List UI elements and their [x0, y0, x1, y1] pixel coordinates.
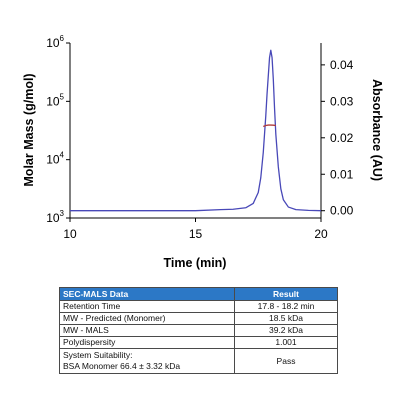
suitability-value: Pass	[234, 348, 338, 374]
left-axis-title: Molar Mass (g/mol)	[22, 73, 36, 186]
table-row: Polydispersity 1.001	[59, 336, 338, 349]
header-sec-mals-data: SEC-MALS Data	[59, 287, 235, 301]
left-tick-label: 106	[46, 34, 64, 50]
right-axis-title: Absorbance (AU)	[370, 79, 384, 181]
row-value: 39.2 kDa	[234, 324, 338, 337]
table-row: MW - MALS 39.2 kDa	[59, 324, 338, 337]
right-tick-label: 0.02	[330, 131, 354, 145]
suitability-label: System Suitability: BSA Monomer 66.4 ± 3…	[59, 348, 235, 374]
left-tick-label: 104	[46, 151, 64, 167]
right-axis-ticks: 0.00 0.01 0.02 0.03 0.04	[321, 58, 354, 218]
right-tick-label: 0.03	[330, 94, 354, 108]
sec-mals-data-table: SEC-MALS Data Result Retention Time 17.8…	[59, 287, 338, 374]
right-tick-label: 0.04	[330, 58, 354, 72]
table-row: MW - Predicted (Monomer) 18.5 kDa	[59, 312, 338, 325]
row-label: Retention Time	[59, 300, 235, 313]
row-value: 1.001	[234, 336, 338, 349]
series-layer	[70, 49, 322, 212]
row-label: MW - Predicted (Monomer)	[59, 312, 235, 325]
row-label: MW - MALS	[59, 324, 235, 337]
absorbance-series-line	[70, 49, 322, 212]
row-value: 18.5 kDa	[234, 312, 338, 325]
left-axis-ticks: 103 104 105 106	[46, 34, 70, 225]
x-tick-label: 20	[314, 227, 328, 241]
row-label: Polydispersity	[59, 336, 235, 349]
header-result: Result	[234, 287, 338, 301]
suitability-label-line2: BSA Monomer 66.4 ± 3.32 kDa	[63, 361, 181, 371]
suitability-label-line1: System Suitability:	[63, 350, 133, 360]
left-tick-label: 103	[46, 209, 64, 225]
x-axis-title: Time (min)	[164, 256, 227, 270]
table-header-row: SEC-MALS Data Result	[59, 287, 338, 301]
x-tick-label: 15	[189, 227, 203, 241]
row-value: 17.8 - 18.2 min	[234, 300, 338, 313]
plot-frame	[69, 43, 322, 219]
x-tick-label: 10	[63, 227, 77, 241]
table-row-suitability: System Suitability: BSA Monomer 66.4 ± 3…	[59, 348, 338, 374]
left-tick-label: 105	[46, 92, 64, 108]
x-axis-ticks: 10 15 20	[63, 218, 328, 241]
right-tick-label: 0.00	[330, 204, 354, 218]
sec-mals-chart: 10 15 20 103 104 105 106 0.00 0.01 0.02 0.03 0.04…	[22, 34, 384, 270]
right-tick-label: 0.01	[330, 167, 354, 181]
table-row: Retention Time 17.8 - 18.2 min	[59, 300, 338, 313]
molar-mass-series-line	[263, 124, 276, 128]
